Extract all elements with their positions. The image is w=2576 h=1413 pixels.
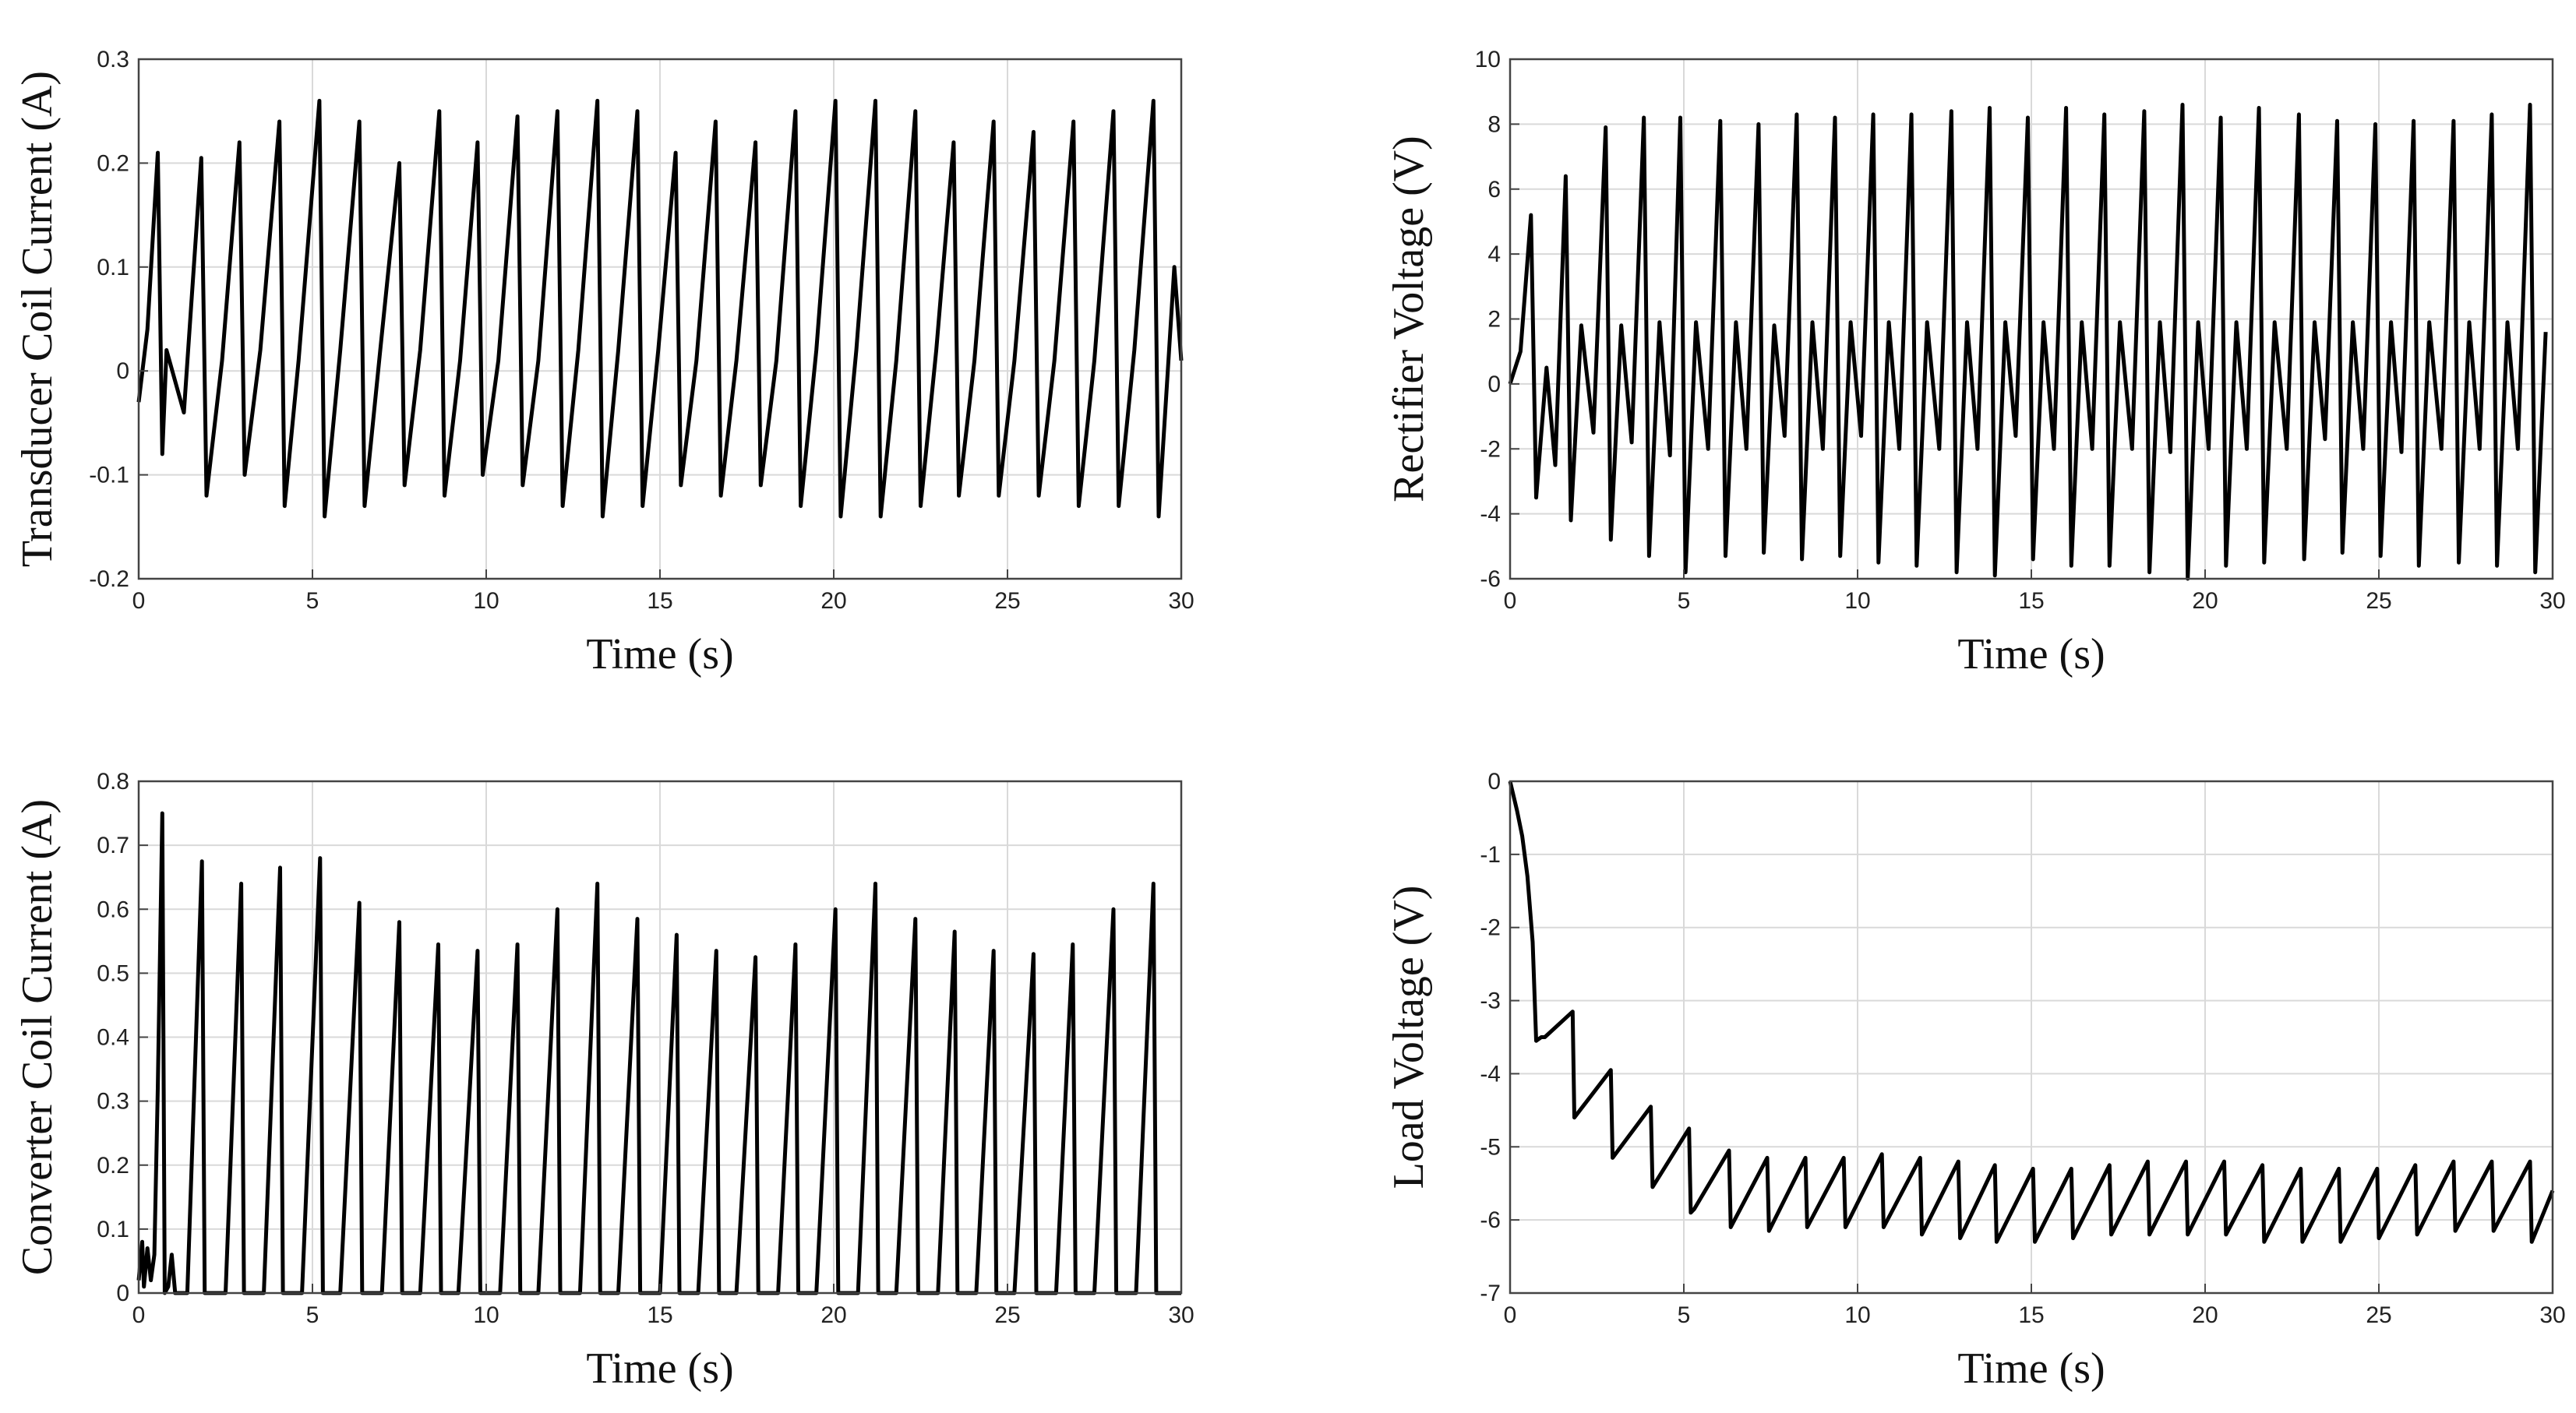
x-tick-label: 10 xyxy=(473,1302,499,1328)
x-tick-label: 10 xyxy=(473,588,499,614)
y-tick-label: 8 xyxy=(1487,111,1501,137)
x-tick-label: 5 xyxy=(306,588,319,614)
x-tick-label: 0 xyxy=(132,1302,146,1328)
x-axis-label: Time (s) xyxy=(1957,1344,2105,1393)
y-tick-label: 0.3 xyxy=(97,1089,129,1115)
x-axis-label: Time (s) xyxy=(586,630,733,678)
y-tick-label: -6 xyxy=(1480,1207,1501,1233)
x-tick-label: 0 xyxy=(1504,588,1517,614)
x-tick-label: 15 xyxy=(2018,1302,2044,1328)
x-tick-label: 25 xyxy=(994,1302,1020,1328)
x-tick-label: 30 xyxy=(1168,1302,1194,1328)
load-voltage-panel: 0 5 10 15 20 25 30 -7 -6 -5 -4 -3 -2 -1 0 Time (s) Load … xyxy=(1385,769,2566,1393)
x-tick-label: 15 xyxy=(647,588,672,614)
x-tick-label: 20 xyxy=(2192,1302,2218,1328)
y-axis-label: Rectifier Voltage (V) xyxy=(1385,136,1433,502)
x-axis-label: Time (s) xyxy=(586,1344,733,1393)
y-tick-label: -5 xyxy=(1480,1134,1501,1160)
y-tick-label: -6 xyxy=(1480,566,1501,592)
x-tick-label: 5 xyxy=(1678,588,1691,614)
converter-current-panel: 0 5 10 15 20 25 30 0 0.1 0.2 0.3 0.4 0.5 0.6 0.7 0.8 Tim… xyxy=(13,769,1194,1393)
x-tick-label: 30 xyxy=(1168,588,1194,614)
y-tick-label: -4 xyxy=(1480,502,1501,527)
x-tick-label: 20 xyxy=(2192,588,2218,614)
x-axis-label: Time (s) xyxy=(1957,630,2105,678)
x-tick-label: 15 xyxy=(2018,588,2044,614)
transducer-current-panel: 0 5 10 15 20 25 30 -0.2 -0.1 0 0.1 0.2 0.3 Time (s) Tr… xyxy=(13,47,1194,678)
y-tick-label: 0 xyxy=(1487,769,1501,795)
x-tick-label: 20 xyxy=(820,1302,846,1328)
y-tick-label: -0.2 xyxy=(89,566,129,592)
data-series-line xyxy=(1508,102,2548,581)
x-tick-label: 5 xyxy=(1678,1302,1691,1328)
y-tick-label: 0.2 xyxy=(97,150,129,176)
y-tick-label: 0.2 xyxy=(97,1153,129,1179)
y-tick-label: 0.4 xyxy=(97,1025,129,1051)
x-tick-label: 10 xyxy=(1844,588,1870,614)
y-tick-label: 0.1 xyxy=(97,255,129,280)
rectifier-voltage-panel: 0 5 10 15 20 25 30 -6 -4 -2 0 2 4 6 8 10 Time (s) Rectifi… xyxy=(1385,47,2566,678)
x-tick-label: 5 xyxy=(306,1302,319,1328)
x-tick-label: 25 xyxy=(2366,1302,2391,1328)
y-tick-label: -0.1 xyxy=(89,463,129,488)
data-series-line xyxy=(1508,780,2555,1244)
y-tick-label: -4 xyxy=(1480,1061,1501,1087)
y-tick-label: 0.3 xyxy=(97,47,129,72)
x-tick-label: 30 xyxy=(2539,588,2565,614)
x-tick-label: 10 xyxy=(1844,1302,1870,1328)
y-tick-label: 4 xyxy=(1487,241,1501,267)
y-tick-label: 6 xyxy=(1487,177,1501,203)
y-tick-label: -2 xyxy=(1480,915,1501,941)
y-tick-label: 0 xyxy=(1487,372,1501,397)
y-tick-label: -7 xyxy=(1480,1281,1501,1306)
x-tick-label: 0 xyxy=(1504,1302,1517,1328)
x-tick-label: 15 xyxy=(647,1302,672,1328)
y-tick-label: 2 xyxy=(1487,307,1501,333)
y-tick-label: 0.8 xyxy=(97,769,129,795)
y-tick-label: 0.7 xyxy=(97,833,129,858)
x-tick-label: 0 xyxy=(132,588,146,614)
y-tick-label: 0.1 xyxy=(97,1217,129,1242)
y-axis-label: Load Voltage (V) xyxy=(1385,886,1433,1189)
y-tick-label: -3 xyxy=(1480,988,1501,1014)
y-tick-label: 0.6 xyxy=(97,897,129,922)
x-tick-label: 20 xyxy=(820,588,846,614)
y-tick-label: -2 xyxy=(1480,436,1501,462)
y-axis-label: Converter Coil Current (A) xyxy=(13,799,62,1275)
x-tick-label: 25 xyxy=(2366,588,2391,614)
x-tick-label: 30 xyxy=(2539,1302,2565,1328)
y-axis-label: Transducer Coil Current (A) xyxy=(13,71,62,567)
x-tick-label: 25 xyxy=(994,588,1020,614)
y-tick-label: -1 xyxy=(1480,842,1501,868)
y-tick-label: 0 xyxy=(116,358,129,384)
data-series-line xyxy=(136,98,1184,519)
y-tick-label: 0 xyxy=(116,1281,129,1306)
y-tick-label: 0.5 xyxy=(97,960,129,986)
y-tick-label: 10 xyxy=(1475,47,1501,72)
